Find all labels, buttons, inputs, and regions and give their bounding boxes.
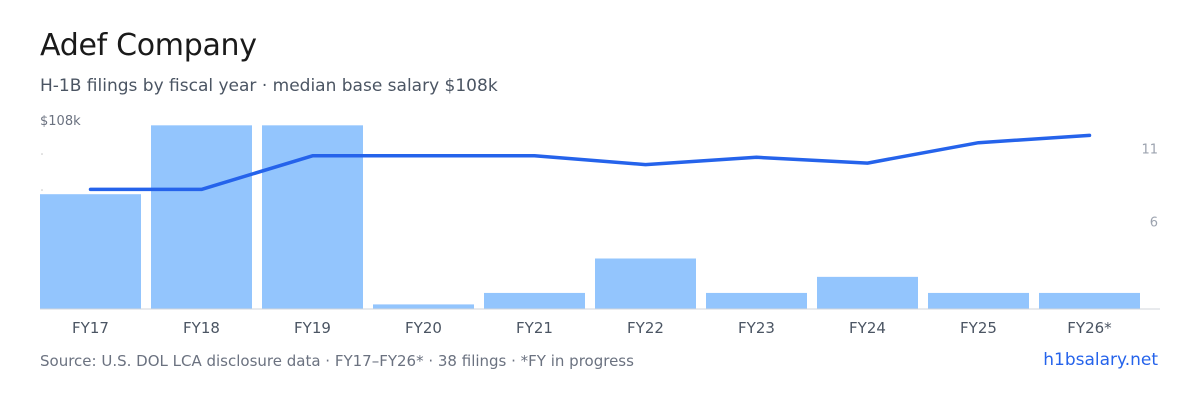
x-tick-label: FY24 [849,319,886,337]
bar-fy23 [706,292,807,309]
salary-line [88,133,1092,192]
x-tick-label: FY18 [183,319,220,337]
x-tick-label: FY19 [294,319,331,337]
bar-fy20 [373,304,474,309]
bar-fy18 [151,125,252,309]
x-tick-label: FY23 [738,319,775,337]
right-axis-tick: 11 [1141,143,1158,158]
x-tick-label: FY26* [1067,319,1112,337]
bar-fy17 [40,194,141,309]
right-axis-tick: 6 [1150,215,1158,230]
bar-fy24 [817,276,918,309]
footer-source: Source: U.S. DOL LCA disclosure data · F… [40,352,634,370]
chart-title: Adef Company [40,28,257,63]
chart-subtitle: H-1B filings by fiscal year · median bas… [40,76,498,96]
x-tick-label: FY20 [405,319,442,337]
bar-fy21 [484,292,585,309]
bar-fy26-star [1039,292,1140,309]
x-tick-label: FY25 [960,319,997,337]
bar-fy19 [262,125,363,309]
bars-group [40,125,1140,309]
site-link[interactable]: h1bsalary.net [1043,350,1158,370]
x-tick-label: FY17 [72,319,109,337]
bar-fy25 [928,292,1029,309]
right-axis-ticks: 11 6 [1141,143,1158,231]
left-axis-label: $108k [40,114,81,129]
x-tick-labels: FY17 FY18 FY19 FY20 FY21 FY22 FY23 FY24 FY25 FY26… [72,319,1112,337]
left-tick-dot [41,189,43,191]
x-tick-label: FY21 [516,319,553,337]
x-tick-label: FY22 [627,319,664,337]
bar-fy22 [595,258,696,309]
left-tick-dot [41,153,43,155]
